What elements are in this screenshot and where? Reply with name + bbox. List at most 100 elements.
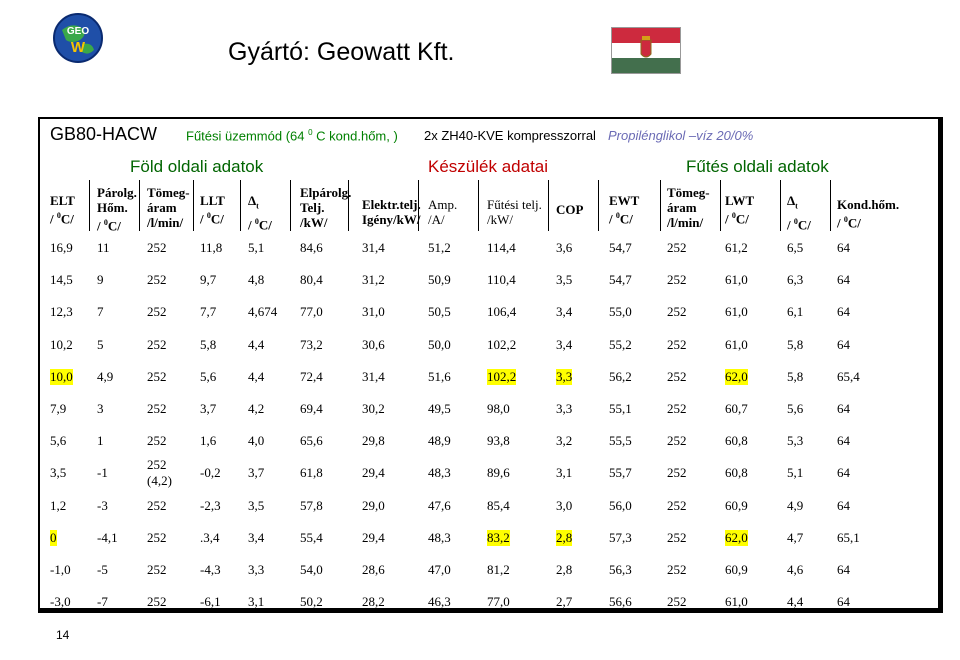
table-cell: 29,4 bbox=[362, 529, 385, 545]
table-cell: 72,4 bbox=[300, 368, 323, 384]
table-cell: 4,8 bbox=[248, 272, 265, 288]
table-cell: 3,5 bbox=[556, 272, 573, 288]
table-cell: 77,0 bbox=[300, 304, 323, 320]
table-cell: 89,6 bbox=[487, 465, 510, 481]
table-cell: -5 bbox=[97, 562, 108, 577]
table-cell: 6,1 bbox=[787, 304, 804, 320]
table-cell: 12,3 bbox=[50, 304, 73, 320]
column-header-line: / 0C/ bbox=[609, 211, 633, 227]
table-cell: 252 bbox=[147, 529, 167, 545]
column-header-line: Δt bbox=[248, 193, 259, 211]
svg-text:W: W bbox=[71, 39, 86, 56]
column-header-line: LWT bbox=[725, 193, 755, 208]
table-cell: 47,0 bbox=[428, 562, 451, 577]
column-header-line: EWT bbox=[609, 193, 640, 208]
column-header: Δt / 0C/ bbox=[787, 193, 811, 232]
table-cell: 9,7 bbox=[200, 272, 217, 288]
table-cell: 14,5 bbox=[50, 272, 73, 288]
table-cell: 5,1 bbox=[248, 240, 265, 255]
table-cell: 55,2 bbox=[609, 336, 632, 352]
table-cell: -4,1 bbox=[97, 529, 118, 545]
table-cell: 64 bbox=[837, 562, 850, 577]
column-header-line: / 0C/ bbox=[248, 216, 272, 232]
table-cell: 3,5 bbox=[248, 497, 265, 513]
table-cell: 4,9 bbox=[787, 497, 804, 513]
table-cell: 6,5 bbox=[787, 240, 804, 255]
table-cell: 64 bbox=[837, 336, 850, 352]
table-cell: 252 bbox=[667, 465, 687, 481]
column-header-line: Kond.hőm. bbox=[837, 197, 900, 212]
column-header-line: Δt bbox=[787, 193, 798, 211]
table-cell: 3,7 bbox=[248, 465, 265, 481]
table-cell: 3,0 bbox=[556, 497, 573, 513]
table-cell: -0,2 bbox=[200, 465, 221, 481]
table-cell: 48,3 bbox=[428, 529, 451, 545]
table-cell: 31,4 bbox=[362, 240, 385, 255]
table-cell: 64 bbox=[837, 594, 850, 610]
table-cell: 252 (4,2) bbox=[147, 457, 172, 489]
table-cell: 252 bbox=[667, 304, 687, 320]
table-cell: 73,2 bbox=[300, 336, 323, 352]
column-header: Fűtési telj./kW/ bbox=[487, 197, 542, 227]
table-cell: 61,8 bbox=[300, 465, 323, 481]
table-cell: 50,9 bbox=[428, 272, 451, 288]
table-cell: 10,0 bbox=[50, 368, 73, 385]
table-cell: 252 bbox=[147, 240, 167, 255]
table-cell: 2,8 bbox=[556, 529, 573, 546]
column-header-line: Telj. bbox=[300, 200, 325, 215]
column-header-line: Párolg. bbox=[97, 185, 137, 200]
table-cell: 60,8 bbox=[725, 465, 748, 481]
column-header: Amp./A/ bbox=[428, 197, 457, 227]
table-cell: 61,0 bbox=[725, 336, 748, 352]
column-header-line: ELT bbox=[50, 193, 75, 208]
table-cell: 61,2 bbox=[725, 240, 748, 255]
table-cell: 102,2 bbox=[487, 368, 517, 385]
table-cell: 62,0 bbox=[725, 368, 748, 385]
table-cell: 55,4 bbox=[300, 529, 323, 545]
table-cell: 30,2 bbox=[362, 401, 385, 416]
table-cell: 69,4 bbox=[300, 401, 323, 416]
table-cell: 4,0 bbox=[248, 433, 265, 449]
table-cell: 5,8 bbox=[787, 368, 804, 384]
column-header: ELT / 0C/ bbox=[50, 193, 75, 226]
table-cell: 252 bbox=[147, 562, 167, 577]
table-cell: 31,2 bbox=[362, 272, 385, 288]
table-cell: 64 bbox=[837, 465, 850, 481]
column-header: Párolg. Hőm. / 0C/ bbox=[97, 185, 137, 233]
column-header: Tömeg-áram/l/min/ bbox=[147, 185, 190, 230]
table-cell: 28,6 bbox=[362, 562, 385, 577]
column-header-line: / 0C/ bbox=[725, 211, 749, 227]
table-cell: 31,0 bbox=[362, 304, 385, 320]
hungarian-flag-icon bbox=[611, 27, 681, 74]
table-cell: 7 bbox=[97, 304, 104, 320]
table-cell: 55,5 bbox=[609, 433, 632, 449]
column-header-line: Tömeg- bbox=[667, 185, 710, 200]
table-cell: 61,0 bbox=[725, 594, 748, 610]
column-header-line: /kW/ bbox=[487, 212, 513, 227]
table-cell: 252 bbox=[147, 304, 167, 320]
header-divider bbox=[830, 180, 831, 231]
column-header-line: Tömeg- bbox=[147, 185, 190, 200]
table-cell: 65,6 bbox=[300, 433, 323, 449]
table-frame bbox=[38, 117, 943, 613]
table-cell: 57,8 bbox=[300, 497, 323, 513]
column-header-line: COP bbox=[556, 202, 584, 217]
table-cell: 56,3 bbox=[609, 562, 632, 577]
table-cell: -3 bbox=[97, 497, 108, 513]
table-cell: 16,9 bbox=[50, 240, 73, 255]
table-cell: 56,2 bbox=[609, 368, 632, 384]
table-cell: 252 bbox=[147, 272, 167, 288]
table-cell: 62,0 bbox=[725, 529, 748, 546]
table-cell: 61,0 bbox=[725, 272, 748, 288]
table-cell: 5,1 bbox=[787, 465, 804, 481]
table-cell: 49,5 bbox=[428, 401, 451, 416]
table-cell: 6,3 bbox=[787, 272, 804, 288]
table-cell: 64 bbox=[837, 401, 850, 416]
table-cell: 64 bbox=[837, 304, 850, 320]
table-cell: 5,6 bbox=[50, 433, 67, 449]
table-cell: -1,0 bbox=[50, 562, 71, 577]
column-header-line: LLT bbox=[200, 193, 225, 208]
table-cell: 61,0 bbox=[725, 304, 748, 320]
header-divider bbox=[548, 180, 549, 231]
column-header: Elpárolg. Telj./kW/ bbox=[300, 185, 351, 230]
